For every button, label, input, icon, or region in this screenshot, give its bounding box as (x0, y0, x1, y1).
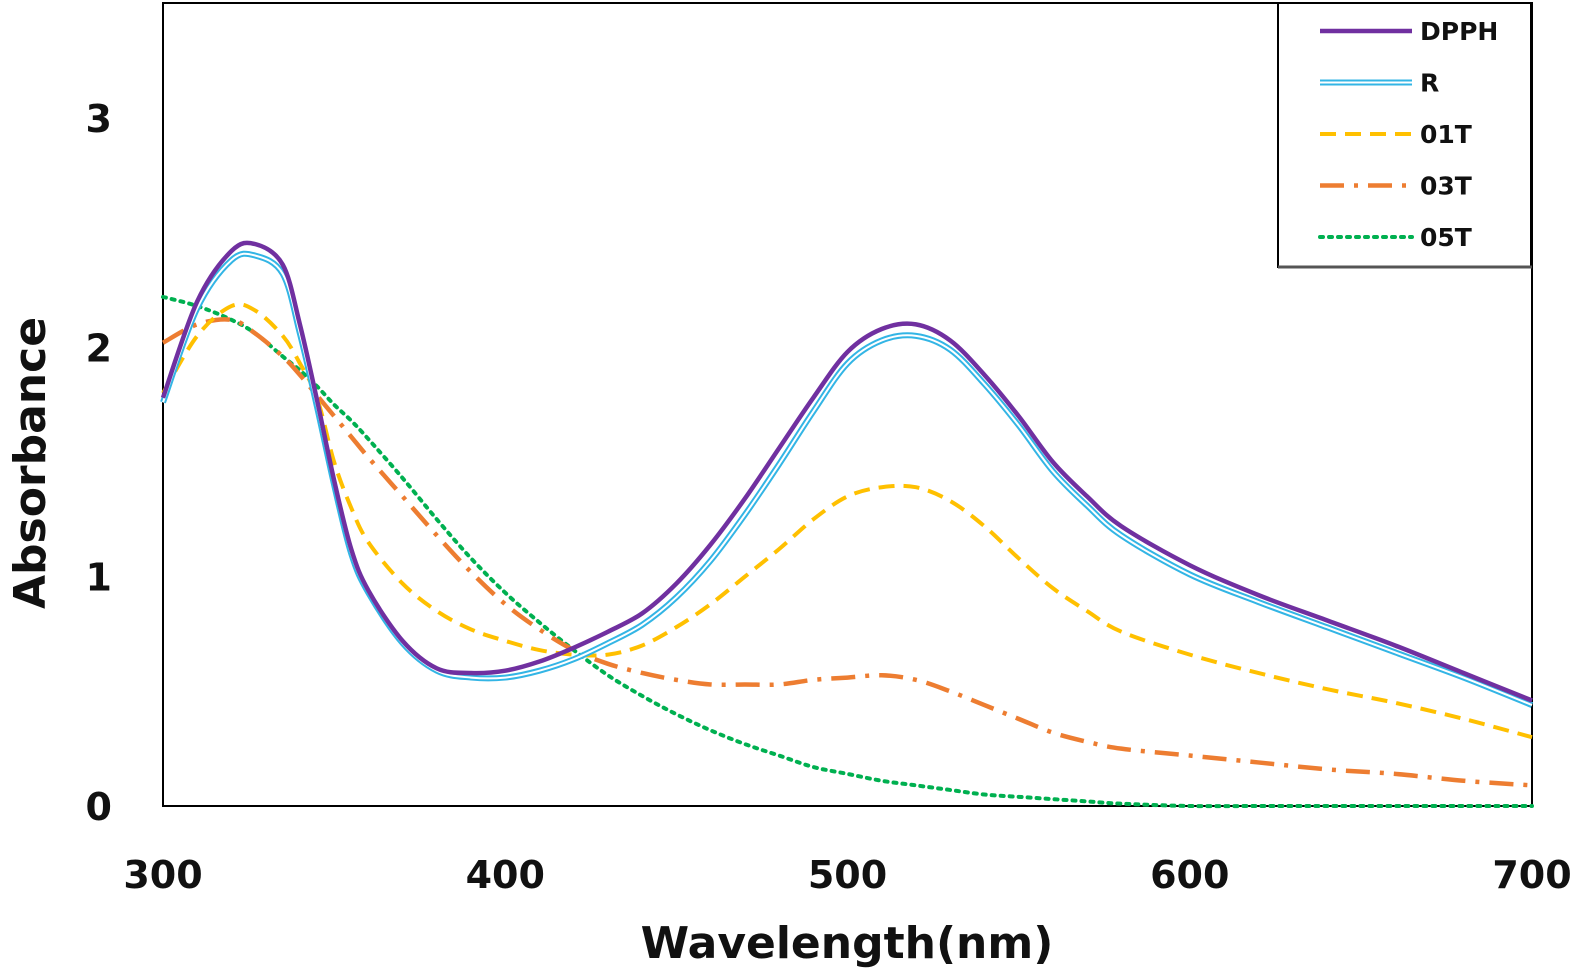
y-tick-label: 1 (86, 556, 112, 600)
y-tick-labels: 0 1 2 3 (86, 97, 112, 829)
x-tick-label: 600 (1150, 853, 1229, 897)
series-line-03t (161, 317, 1533, 788)
y-tick-label: 3 (86, 97, 112, 141)
legend-label: 03T (1420, 172, 1472, 201)
legend: DPPH R 01T 03T 05T (1277, 2, 1532, 269)
y-tick-label: 2 (86, 326, 112, 370)
x-tick-label: 700 (1492, 853, 1571, 897)
x-tick-labels: 300 400 500 600 700 (123, 853, 1571, 897)
y-tick-label: 0 (86, 785, 112, 829)
legend-item-01t: 01T (1320, 120, 1472, 149)
y-axis-title: Absorbance (5, 317, 56, 609)
x-axis-title: Wavelength(nm) (641, 918, 1054, 969)
legend-item-r: R (1320, 69, 1439, 98)
x-tick-label: 500 (808, 853, 887, 897)
x-tick-label: 400 (466, 853, 545, 897)
legend-label: DPPH (1420, 17, 1498, 46)
legend-label: R (1420, 69, 1439, 98)
series-line-dpph (160, 240, 1533, 703)
legend-label: 05T (1420, 223, 1472, 252)
series-layer (160, 240, 1534, 809)
x-tick-label: 300 (123, 853, 202, 897)
legend-item-05t: 05T (1318, 223, 1472, 252)
legend-item-dpph: DPPH (1320, 17, 1498, 46)
legend-item-03t: 03T (1320, 172, 1472, 201)
legend-label: 01T (1420, 120, 1472, 149)
series-line-05t (161, 294, 1534, 809)
